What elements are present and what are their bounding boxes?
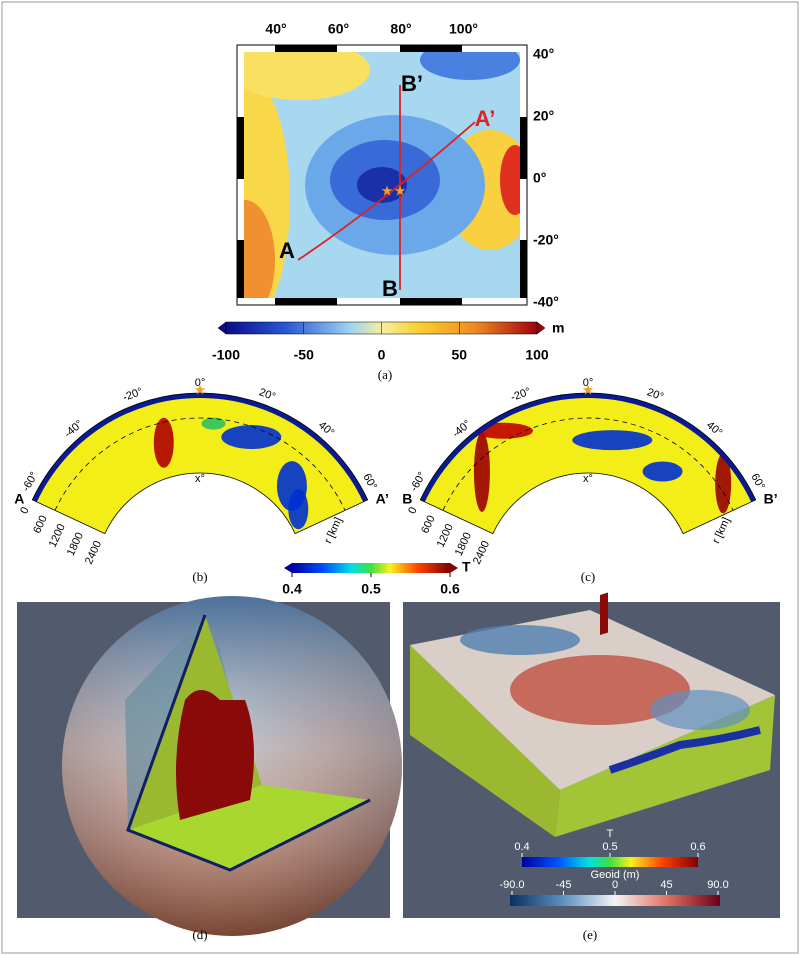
lat-tick-label: -20° [533,232,559,248]
colorbar-tick-label: 50 [451,347,467,363]
section-fill [420,393,756,534]
angle-label: 0° [583,377,594,389]
angle-label: 20° [645,386,665,403]
center-label: x° [195,473,205,485]
depth-label: 1200 [47,522,68,549]
angle-label: -20° [121,386,144,404]
box-panel [403,592,780,918]
anomaly [288,489,309,530]
depth-label: 0 [406,505,419,516]
lon-tick-label: 100° [449,21,478,37]
lat-tick-label: 20° [533,108,554,124]
colorbar-title: T [607,828,614,840]
star: ★ [582,382,595,398]
outline [419,392,757,535]
angle-label: -20° [509,386,532,404]
colorbar-title: T [462,559,471,575]
lat-tick-label: 0° [533,170,546,186]
colorbar-tick-label: 0.5 [361,581,381,597]
radius-label: r [km] [322,516,344,546]
radius-label: r [km] [710,516,732,546]
colorbar-unit: m [552,320,564,336]
center-label: x° [583,473,593,485]
colorbar-tick-label: 0.5 [602,841,617,853]
colorbar-tick-label: 0.6 [440,581,460,597]
anomalies [153,417,309,530]
end-label: A’ [376,491,389,507]
angle-label: 0° [195,377,206,389]
section-b: -60°-40°-20°0°20°40°60°★x°06001200180024… [14,377,389,584]
section-fill [32,393,368,534]
section-c: -60°-40°-20°0°20°40°60°★x°06001200180024… [402,377,777,584]
panel-label: (d) [192,927,207,942]
depth-label: 2400 [83,539,104,566]
depth-label: 1800 [65,531,86,558]
colorbar-tick-label: -45 [556,879,572,891]
panel-label: (e) [583,927,597,942]
angle-label: 60° [360,472,379,492]
outline [31,392,369,535]
colorbar-tick-label: 0 [612,879,618,891]
colorbar-tick-label: 0.4 [282,581,302,597]
panel-label: (b) [192,569,207,584]
depth-label: 1200 [435,522,456,549]
svg-text:★: ★ [381,183,394,199]
sphere-panel [17,596,402,936]
end-label: A [14,491,24,507]
anomaly [642,461,683,482]
anomaly [473,431,490,512]
depth-label: 600 [419,514,438,536]
angle-label: 20° [257,386,277,403]
lon-tick-label: 80° [390,21,411,37]
panel-label: (a) [378,367,392,382]
profile-point: B [382,276,398,301]
profile-point: B’ [401,71,423,96]
transition-zone [442,417,734,511]
map: ★ ★ [236,44,528,306]
anomaly [153,417,174,468]
colorbar-tick-label: 100 [525,347,549,363]
lon-tick-label: 60° [328,21,349,37]
colorbar-tick-label: 90.0 [707,879,728,891]
depth-label: 2400 [471,539,492,566]
depth-label: 0 [18,505,31,516]
colorbar-tick-label: 45 [660,879,672,891]
depth-label: 600 [31,514,50,536]
star: ★ [194,382,207,398]
depth-label: 1800 [453,531,474,558]
colorbar-tick-label: -50 [294,347,314,363]
colorbar-title: Geoid (m) [591,869,640,881]
end-label: B [402,491,412,507]
anomaly [221,425,282,450]
svg-text:★: ★ [394,183,407,199]
lat-tick-label: -40° [533,294,559,310]
lat-tick-label: 40° [533,46,554,62]
anomaly [715,453,732,514]
t-colorbar [284,563,458,573]
lon-tick-label: 40° [265,21,286,37]
colorbar-tick-label: 0.4 [514,841,529,853]
colorbar-tick-label: -100 [212,347,240,363]
anomaly [572,430,653,451]
end-label: B’ [764,491,778,507]
angle-label: 60° [748,472,767,492]
profile-point: A’ [475,106,496,131]
colorbar-tick-label: -90.0 [499,879,524,891]
panel-label: (c) [581,569,595,584]
colorbar-tick-label: 0 [378,347,386,363]
anomaly [201,417,226,430]
colorbar-tick-label: 0.6 [690,841,705,853]
transition-zone [54,417,346,511]
anomalies [473,422,732,514]
profile-point: A [279,238,295,263]
